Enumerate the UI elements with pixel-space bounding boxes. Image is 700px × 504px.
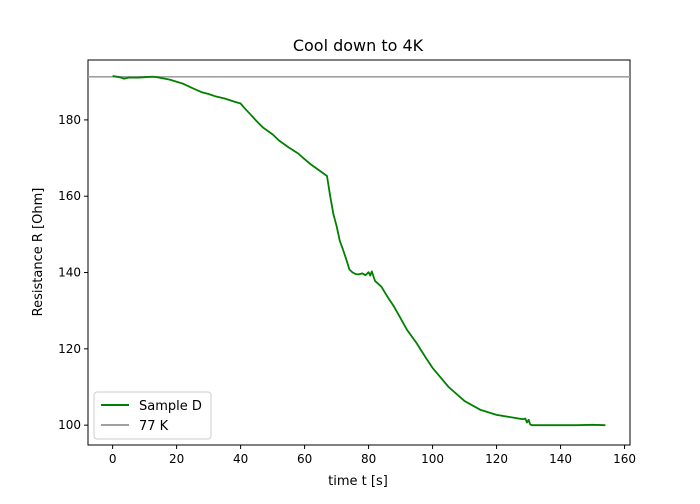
x-tick-label: 100 bbox=[421, 452, 444, 466]
legend: Sample D 77 K bbox=[93, 391, 212, 440]
y-tick-label: 100 bbox=[58, 418, 81, 432]
x-tick-label: 160 bbox=[613, 452, 636, 466]
y-tick-label: 120 bbox=[58, 342, 81, 356]
y-tick-label: 180 bbox=[58, 113, 81, 127]
x-tick-label: 140 bbox=[549, 452, 572, 466]
x-axis-label: time t [s] bbox=[328, 474, 388, 489]
legend-label-sample-d: Sample D bbox=[139, 399, 202, 414]
y-tick-label: 160 bbox=[58, 189, 81, 203]
x-tick-label: 20 bbox=[169, 452, 184, 466]
x-tick-label: 60 bbox=[297, 452, 312, 466]
x-axis-ticks: 0 20 40 60 80 100 120 140 160 bbox=[109, 445, 636, 466]
x-tick-label: 120 bbox=[485, 452, 508, 466]
y-axis-ticks: 100 120 140 160 180 bbox=[58, 113, 88, 432]
y-tick-label: 140 bbox=[58, 266, 81, 280]
legend-box bbox=[93, 391, 212, 440]
axes-frame bbox=[87, 59, 631, 446]
y-axis-label: Resistance R [Ohm] bbox=[31, 188, 46, 317]
x-tick-label: 0 bbox=[109, 452, 117, 466]
chart-title: Cool down to 4K bbox=[293, 36, 424, 55]
plot-area: 0 20 40 60 80 100 120 140 160 100 120 140 160 180 bbox=[58, 59, 636, 466]
series-layer bbox=[88, 75, 630, 427]
x-tick-label: 40 bbox=[233, 452, 248, 466]
series-line-sample-d bbox=[112, 75, 606, 427]
x-tick-label: 80 bbox=[361, 452, 376, 466]
legend-label-77k: 77 K bbox=[139, 419, 169, 434]
